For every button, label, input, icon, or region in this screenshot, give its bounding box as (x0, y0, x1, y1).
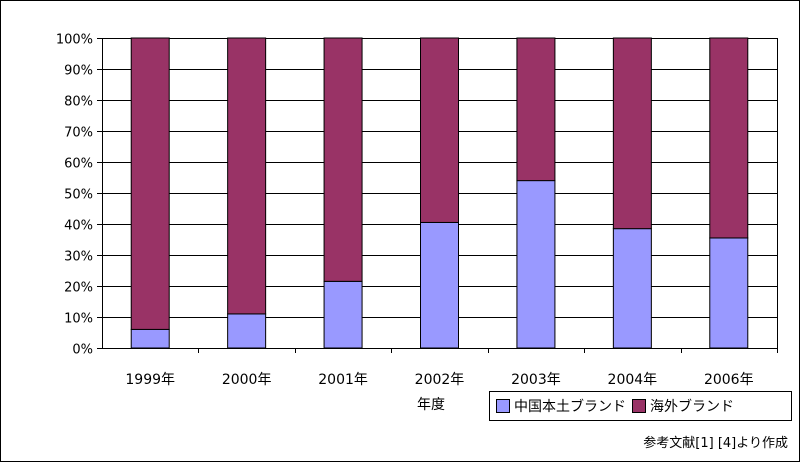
y-tick-label: 100% (56, 33, 93, 48)
bar-domestic (516, 180, 556, 349)
y-tick-label: 90% (64, 64, 93, 79)
x-axis-title: 年度 (417, 397, 445, 413)
bar-foreign (420, 37, 459, 223)
y-axis: 0% 10% 20% 30% 40% 50% 60% 70% 80% 90% 100% (56, 33, 103, 358)
bar-foreign (323, 37, 363, 282)
legend-label-foreign: 海外ブランド (650, 399, 734, 415)
x-tick-label: 2000年 (222, 372, 272, 388)
bar-foreign (130, 37, 170, 330)
x-tick-label: 1999年 (125, 372, 175, 388)
bar-foreign (612, 37, 652, 230)
y-tick-label: 80% (64, 95, 93, 110)
y-tick-label: 50% (64, 188, 93, 203)
bar-foreign (516, 37, 556, 182)
bar-foreign (709, 37, 749, 239)
legend-item-foreign: 海外ブランド (632, 396, 734, 416)
y-tick-label: 70% (64, 126, 93, 141)
bar-domestic (420, 221, 459, 349)
x-tick-label: 2003年 (511, 372, 561, 388)
bar-domestic (709, 237, 749, 349)
x-tick-label: 2002年 (415, 372, 465, 388)
legend-swatch-domestic (496, 399, 510, 413)
y-tick-label: 60% (64, 157, 93, 172)
bar-domestic (612, 228, 652, 349)
y-tick-label: 0% (72, 343, 93, 358)
x-tick-label: 2004年 (608, 372, 658, 388)
y-tick-label: 20% (64, 281, 93, 296)
legend-item-domestic: 中国本土ブランド (496, 396, 626, 416)
bar-domestic (323, 280, 363, 349)
legend: 中国本土ブランド 海外ブランド (489, 391, 792, 421)
y-tick-label: 10% (64, 312, 93, 327)
x-axis: 1999年 2000年 2001年 2002年 2003年 2004年 2006年 (102, 348, 778, 388)
x-tick-label: 2001年 (318, 372, 368, 388)
bar-foreign (227, 37, 267, 315)
legend-label-domestic: 中国本土ブランド (514, 399, 626, 415)
source-note: 参考文献[1] [4]より作成 (643, 436, 788, 451)
y-tick-label: 40% (64, 219, 93, 234)
y-tick-label: 30% (64, 250, 93, 265)
bar-domestic (227, 313, 267, 349)
bars (130, 37, 749, 349)
x-tick-label: 2006年 (704, 372, 754, 388)
bar-domestic (130, 328, 170, 349)
legend-swatch-foreign (632, 399, 646, 413)
